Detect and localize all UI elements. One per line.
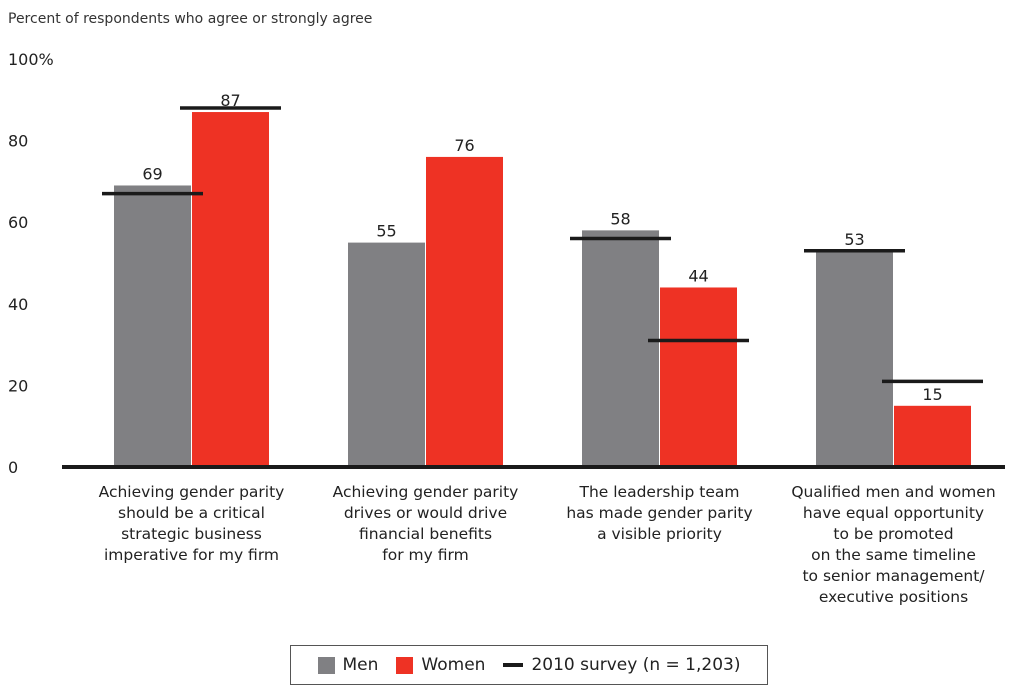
- bar-women: [426, 156, 503, 468]
- bar-women: [894, 405, 971, 467]
- y-tick-label: 40: [8, 295, 28, 314]
- category-label-line: strategic business: [121, 525, 262, 543]
- bar-chart: 0 20 40 60 80 100% 69 87 Achieving gender parity…: [8, 50, 1005, 606]
- category-label-line: should be a critical: [118, 504, 265, 522]
- category-label: Achieving gender parity should be a criti…: [99, 483, 285, 564]
- category-label-line: financial benefits: [359, 525, 492, 543]
- data-label-men: 58: [610, 209, 630, 228]
- category-label-line: a visible priority: [597, 525, 722, 543]
- category-label-line: The leadership team: [578, 483, 739, 501]
- category-label-line: on the same timeline: [811, 546, 976, 564]
- legend-item-men: Men: [317, 655, 379, 675]
- category-label-line: Achieving gender parity: [99, 483, 285, 501]
- category-label-line: Achieving gender parity: [333, 483, 519, 501]
- category-label: Qualified men and women have equal opport…: [791, 483, 995, 606]
- y-tick-label: 0: [8, 458, 18, 477]
- legend-label-women: Women: [421, 655, 486, 675]
- y-tick-label: 60: [8, 213, 28, 232]
- category-label: The leadership team has made gender parit…: [566, 483, 752, 543]
- data-label-women: 76: [454, 136, 474, 155]
- legend-swatch-women: [396, 656, 414, 674]
- bar-women: [660, 287, 737, 467]
- bar-men: [582, 230, 659, 467]
- category-label-line: to senior management/: [802, 567, 985, 585]
- category-label-line: executive positions: [819, 588, 968, 606]
- legend: Men Women 2010 survey (n = 1,203): [290, 645, 768, 685]
- legend-item-survey: 2010 survey (n = 1,203): [503, 655, 740, 675]
- data-label-men: 69: [142, 164, 162, 183]
- category-label-line: for my firm: [382, 546, 468, 564]
- category-label-line: Qualified men and women: [791, 483, 995, 501]
- data-label-women: 44: [688, 266, 708, 285]
- category-label-line: to be promoted: [833, 525, 953, 543]
- data-label-men: 55: [376, 222, 396, 241]
- y-tick-label: 80: [8, 132, 28, 151]
- y-tick-label: 20: [8, 376, 28, 395]
- data-label-women: 87: [220, 91, 240, 110]
- legend-label-men: Men: [342, 655, 379, 675]
- legend-item-women: Women: [396, 655, 485, 675]
- data-label-women: 15: [922, 385, 942, 404]
- legend-swatch-men: [317, 656, 335, 674]
- category-label-line: has made gender parity: [566, 504, 752, 522]
- bar-men: [816, 250, 893, 467]
- data-label-men: 53: [844, 230, 864, 249]
- y-tick-label: 100%: [8, 50, 54, 69]
- category-label-line: have equal opportunity: [803, 504, 984, 522]
- legend-line-survey: [503, 663, 524, 667]
- y-axis-title: Percent of respondents who agree or stro…: [8, 11, 373, 27]
- bar-women: [192, 112, 269, 467]
- legend-label-survey: 2010 survey (n = 1,203): [531, 655, 741, 675]
- bar-men: [114, 185, 191, 468]
- category-label-line: imperative for my firm: [104, 546, 279, 564]
- bar-men: [348, 242, 425, 467]
- category-label-line: drives or would drive: [344, 504, 507, 522]
- category-label: Achieving gender parity drives or would d…: [333, 483, 519, 564]
